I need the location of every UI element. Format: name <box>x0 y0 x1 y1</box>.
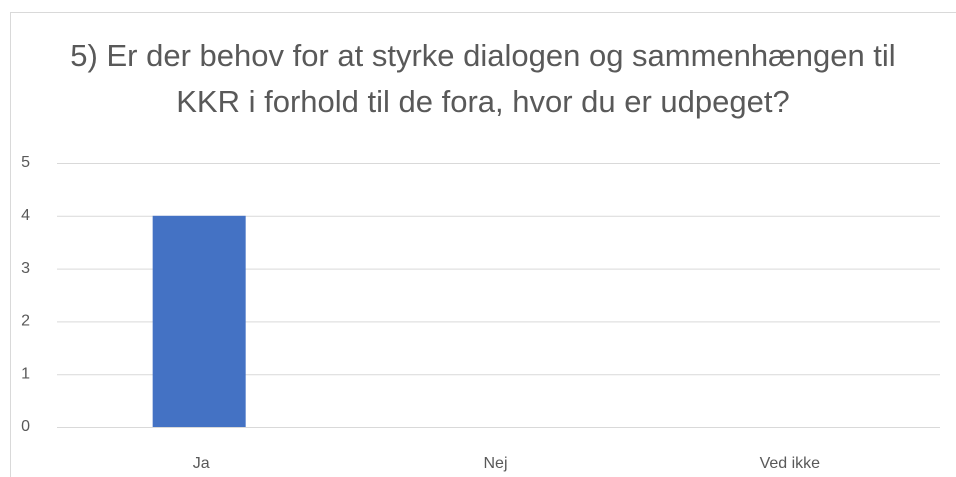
chart-border <box>10 12 956 477</box>
y-tick-label: 0 <box>21 418 30 435</box>
chart-title: 5) Er der behov for at styrke dialogen o… <box>70 38 896 119</box>
x-tick-label: Nej <box>483 455 507 472</box>
y-tick-label: 2 <box>21 313 30 330</box>
y-tick-label: 5 <box>21 154 30 171</box>
x-tick-label: Ved ikke <box>760 455 821 472</box>
y-tick-label: 3 <box>21 260 30 277</box>
bar <box>152 215 246 427</box>
x-tick-label: Ja <box>193 455 210 472</box>
y-tick-label: 1 <box>21 365 30 382</box>
y-tick-label: 4 <box>21 207 30 224</box>
